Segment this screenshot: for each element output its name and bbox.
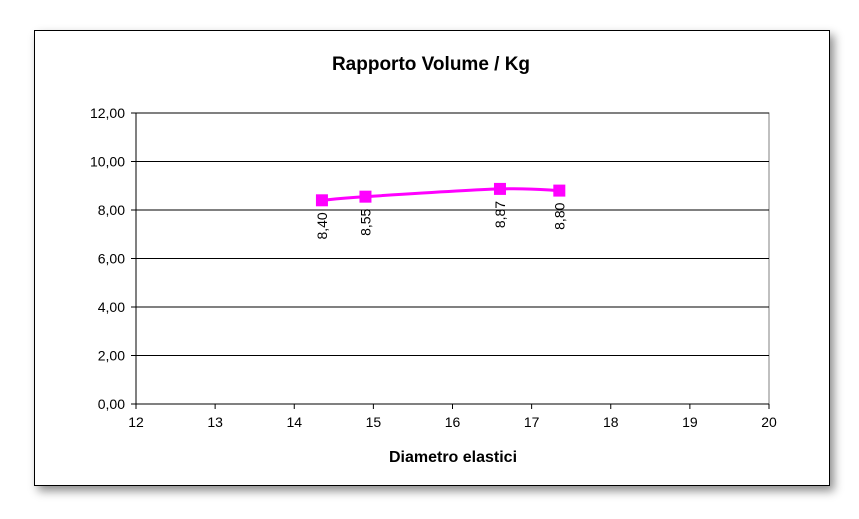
data-point-marker xyxy=(315,194,328,207)
x-tick-label: 19 xyxy=(682,414,698,430)
y-tick-label: 10,00 xyxy=(90,154,125,170)
data-label: 8,55 xyxy=(357,208,373,235)
x-tick-label: 18 xyxy=(603,414,619,430)
y-tick-label: 6,00 xyxy=(98,251,125,267)
x-tick-label: 20 xyxy=(761,414,777,430)
chart-title: Rapporto Volume / Kg xyxy=(332,54,530,75)
x-tick-label: 12 xyxy=(128,414,144,430)
data-label: 8,40 xyxy=(314,212,330,239)
x-tick-label: 13 xyxy=(207,414,223,430)
data-point-marker xyxy=(493,182,506,195)
series-line xyxy=(321,187,560,202)
y-tick-label: 12,00 xyxy=(90,105,125,121)
y-tick-label: 4,00 xyxy=(98,299,125,315)
data-label: 8,80 xyxy=(551,202,567,229)
data-label: 8,87 xyxy=(492,201,508,228)
x-axis-label: Diametro elastici xyxy=(389,449,517,466)
x-tick-label: 15 xyxy=(366,414,382,430)
x-tick-label: 16 xyxy=(445,414,461,430)
x-tick-label: 17 xyxy=(524,414,540,430)
data-point-marker xyxy=(553,184,566,197)
data-point-marker xyxy=(359,190,372,203)
plot-area: 0,00 2,00 4,00 6,00 8,00 10,00 12,00 12 13 14 15 16… xyxy=(90,105,777,430)
y-tick-label: 0,00 xyxy=(98,396,125,412)
x-tick-label: 14 xyxy=(286,414,302,430)
y-tick-label: 2,00 xyxy=(98,348,125,364)
y-tick-label: 8,00 xyxy=(98,202,125,218)
